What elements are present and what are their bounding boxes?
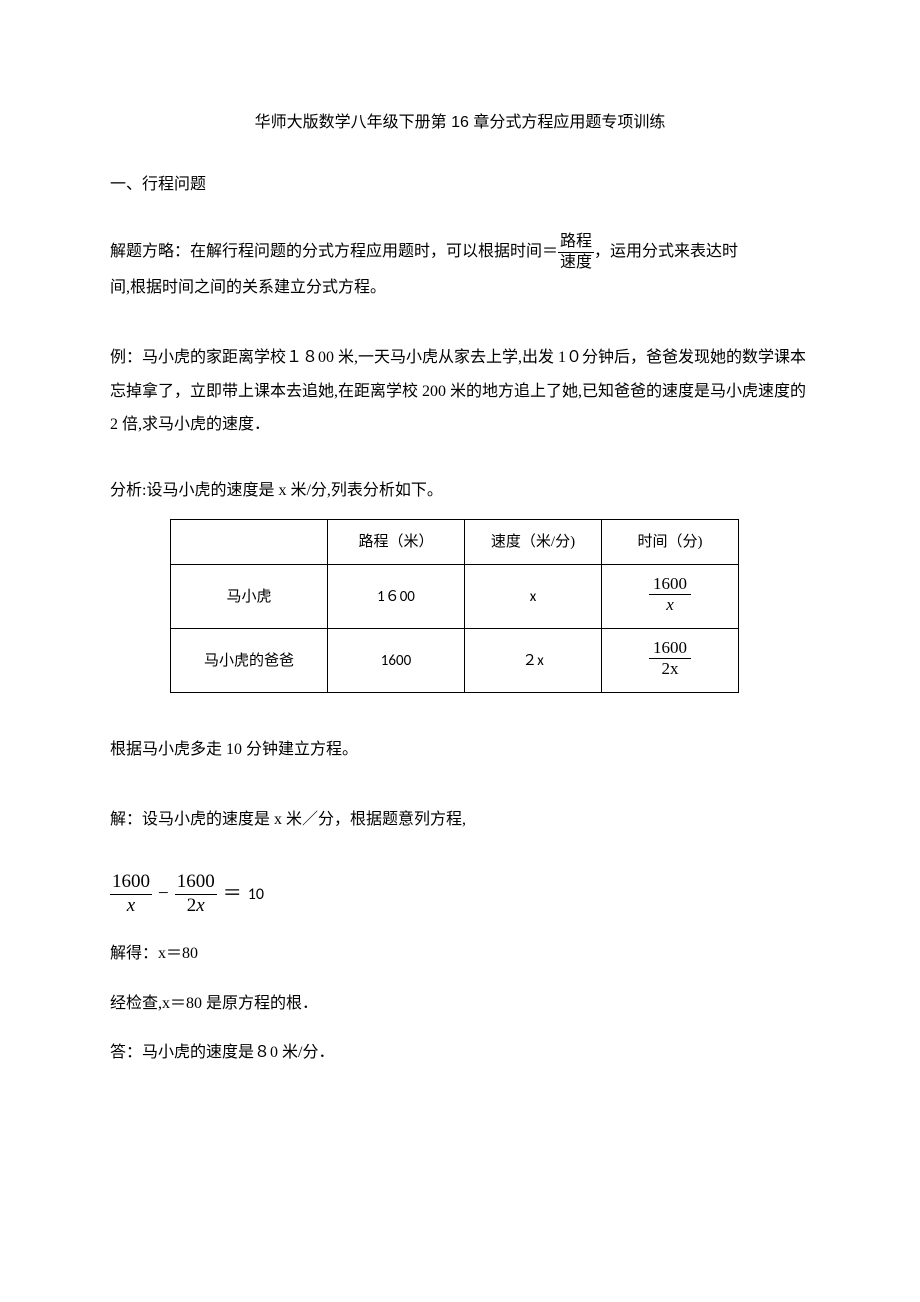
time-den: x bbox=[649, 595, 691, 614]
table-row: 马小虎 1６00 x 1600 x bbox=[171, 565, 739, 629]
equals-sign: ＝ bbox=[223, 879, 242, 909]
eq-rhs: 10 bbox=[248, 882, 264, 908]
time-fraction: 1600 2x bbox=[649, 639, 691, 678]
strategy-paragraph: 解题方略：在解行程问题的分式方程应用题时，可以根据时间＝路程速度，运用分式来表达… bbox=[110, 233, 810, 305]
row-distance: 1６00 bbox=[328, 565, 465, 629]
strategy-tail1: ，运用分式来表达时 bbox=[594, 243, 738, 260]
answer-line: 答：马小虎的速度是８0 米/分． bbox=[110, 1040, 810, 1066]
minus-sign: − bbox=[158, 879, 169, 909]
strategy-line2: 间,根据时间之间的关系建立分式方程。 bbox=[110, 279, 386, 296]
eq-term2-den: 2x bbox=[175, 895, 217, 917]
row-speed: ２x bbox=[465, 629, 602, 693]
table-header-cell bbox=[171, 520, 328, 565]
fraction-denominator: 速度 bbox=[558, 253, 594, 272]
solve-line: 解得：x＝80 bbox=[110, 941, 810, 967]
time-num: 1600 bbox=[649, 575, 691, 595]
time-num: 1600 bbox=[649, 639, 691, 659]
table-header-cell: 时间（分) bbox=[602, 520, 739, 565]
eq-term1: 1600 x bbox=[110, 872, 152, 917]
row-distance: 1600 bbox=[328, 629, 465, 693]
row-time: 1600 2x bbox=[602, 629, 739, 693]
table-header-cell: 路程（米） bbox=[328, 520, 465, 565]
section-heading: 一、行程问题 bbox=[110, 172, 810, 198]
fraction-numerator: 路程 bbox=[558, 233, 594, 253]
solution-setup: 解：设马小虎的速度是 x 米／分，根据题意列方程, bbox=[110, 803, 810, 837]
row-time: 1600 x bbox=[602, 565, 739, 629]
analysis-intro: 分析:设马小虎的速度是 x 米/分,列表分析如下。 bbox=[110, 478, 810, 504]
table-header-row: 路程（米） 速度（米/分) 时间（分) bbox=[171, 520, 739, 565]
time-fraction: 1600 x bbox=[649, 575, 691, 614]
row-name: 马小虎 bbox=[171, 565, 328, 629]
eq-term2: 1600 2x bbox=[175, 872, 217, 917]
table-header-cell: 速度（米/分) bbox=[465, 520, 602, 565]
equation-line: 1600 x − 1600 2x ＝ 10 bbox=[110, 872, 810, 917]
check-line: 经检查,x＝80 是原方程的根． bbox=[110, 991, 810, 1017]
time-formula-fraction: 路程速度 bbox=[558, 233, 594, 271]
row-speed: x bbox=[465, 565, 602, 629]
row-name: 马小虎的爸爸 bbox=[171, 629, 328, 693]
table-row: 马小虎的爸爸 1600 ２x 1600 2x bbox=[171, 629, 739, 693]
eq-term2-num: 1600 bbox=[175, 872, 217, 895]
after-table-note: 根据马小虎多走 10 分钟建立方程。 bbox=[110, 733, 810, 767]
eq-term1-den: x bbox=[110, 895, 152, 917]
strategy-lead: 解题方略：在解行程问题的分式方程应用题时，可以根据时间＝ bbox=[110, 243, 558, 260]
eq-term1-num: 1600 bbox=[110, 872, 152, 895]
analysis-table: 路程（米） 速度（米/分) 时间（分) 马小虎 1６00 x 1600 x 马小… bbox=[170, 519, 739, 693]
time-den: 2x bbox=[649, 659, 691, 678]
example-paragraph: 例：马小虎的家距离学校１８00 米,一天马小虎从家去上学,出发 1０分钟后，爸爸… bbox=[110, 341, 810, 442]
page-title: 华师大版数学八年级下册第 16 章分式方程应用题专项训练 bbox=[110, 110, 810, 136]
